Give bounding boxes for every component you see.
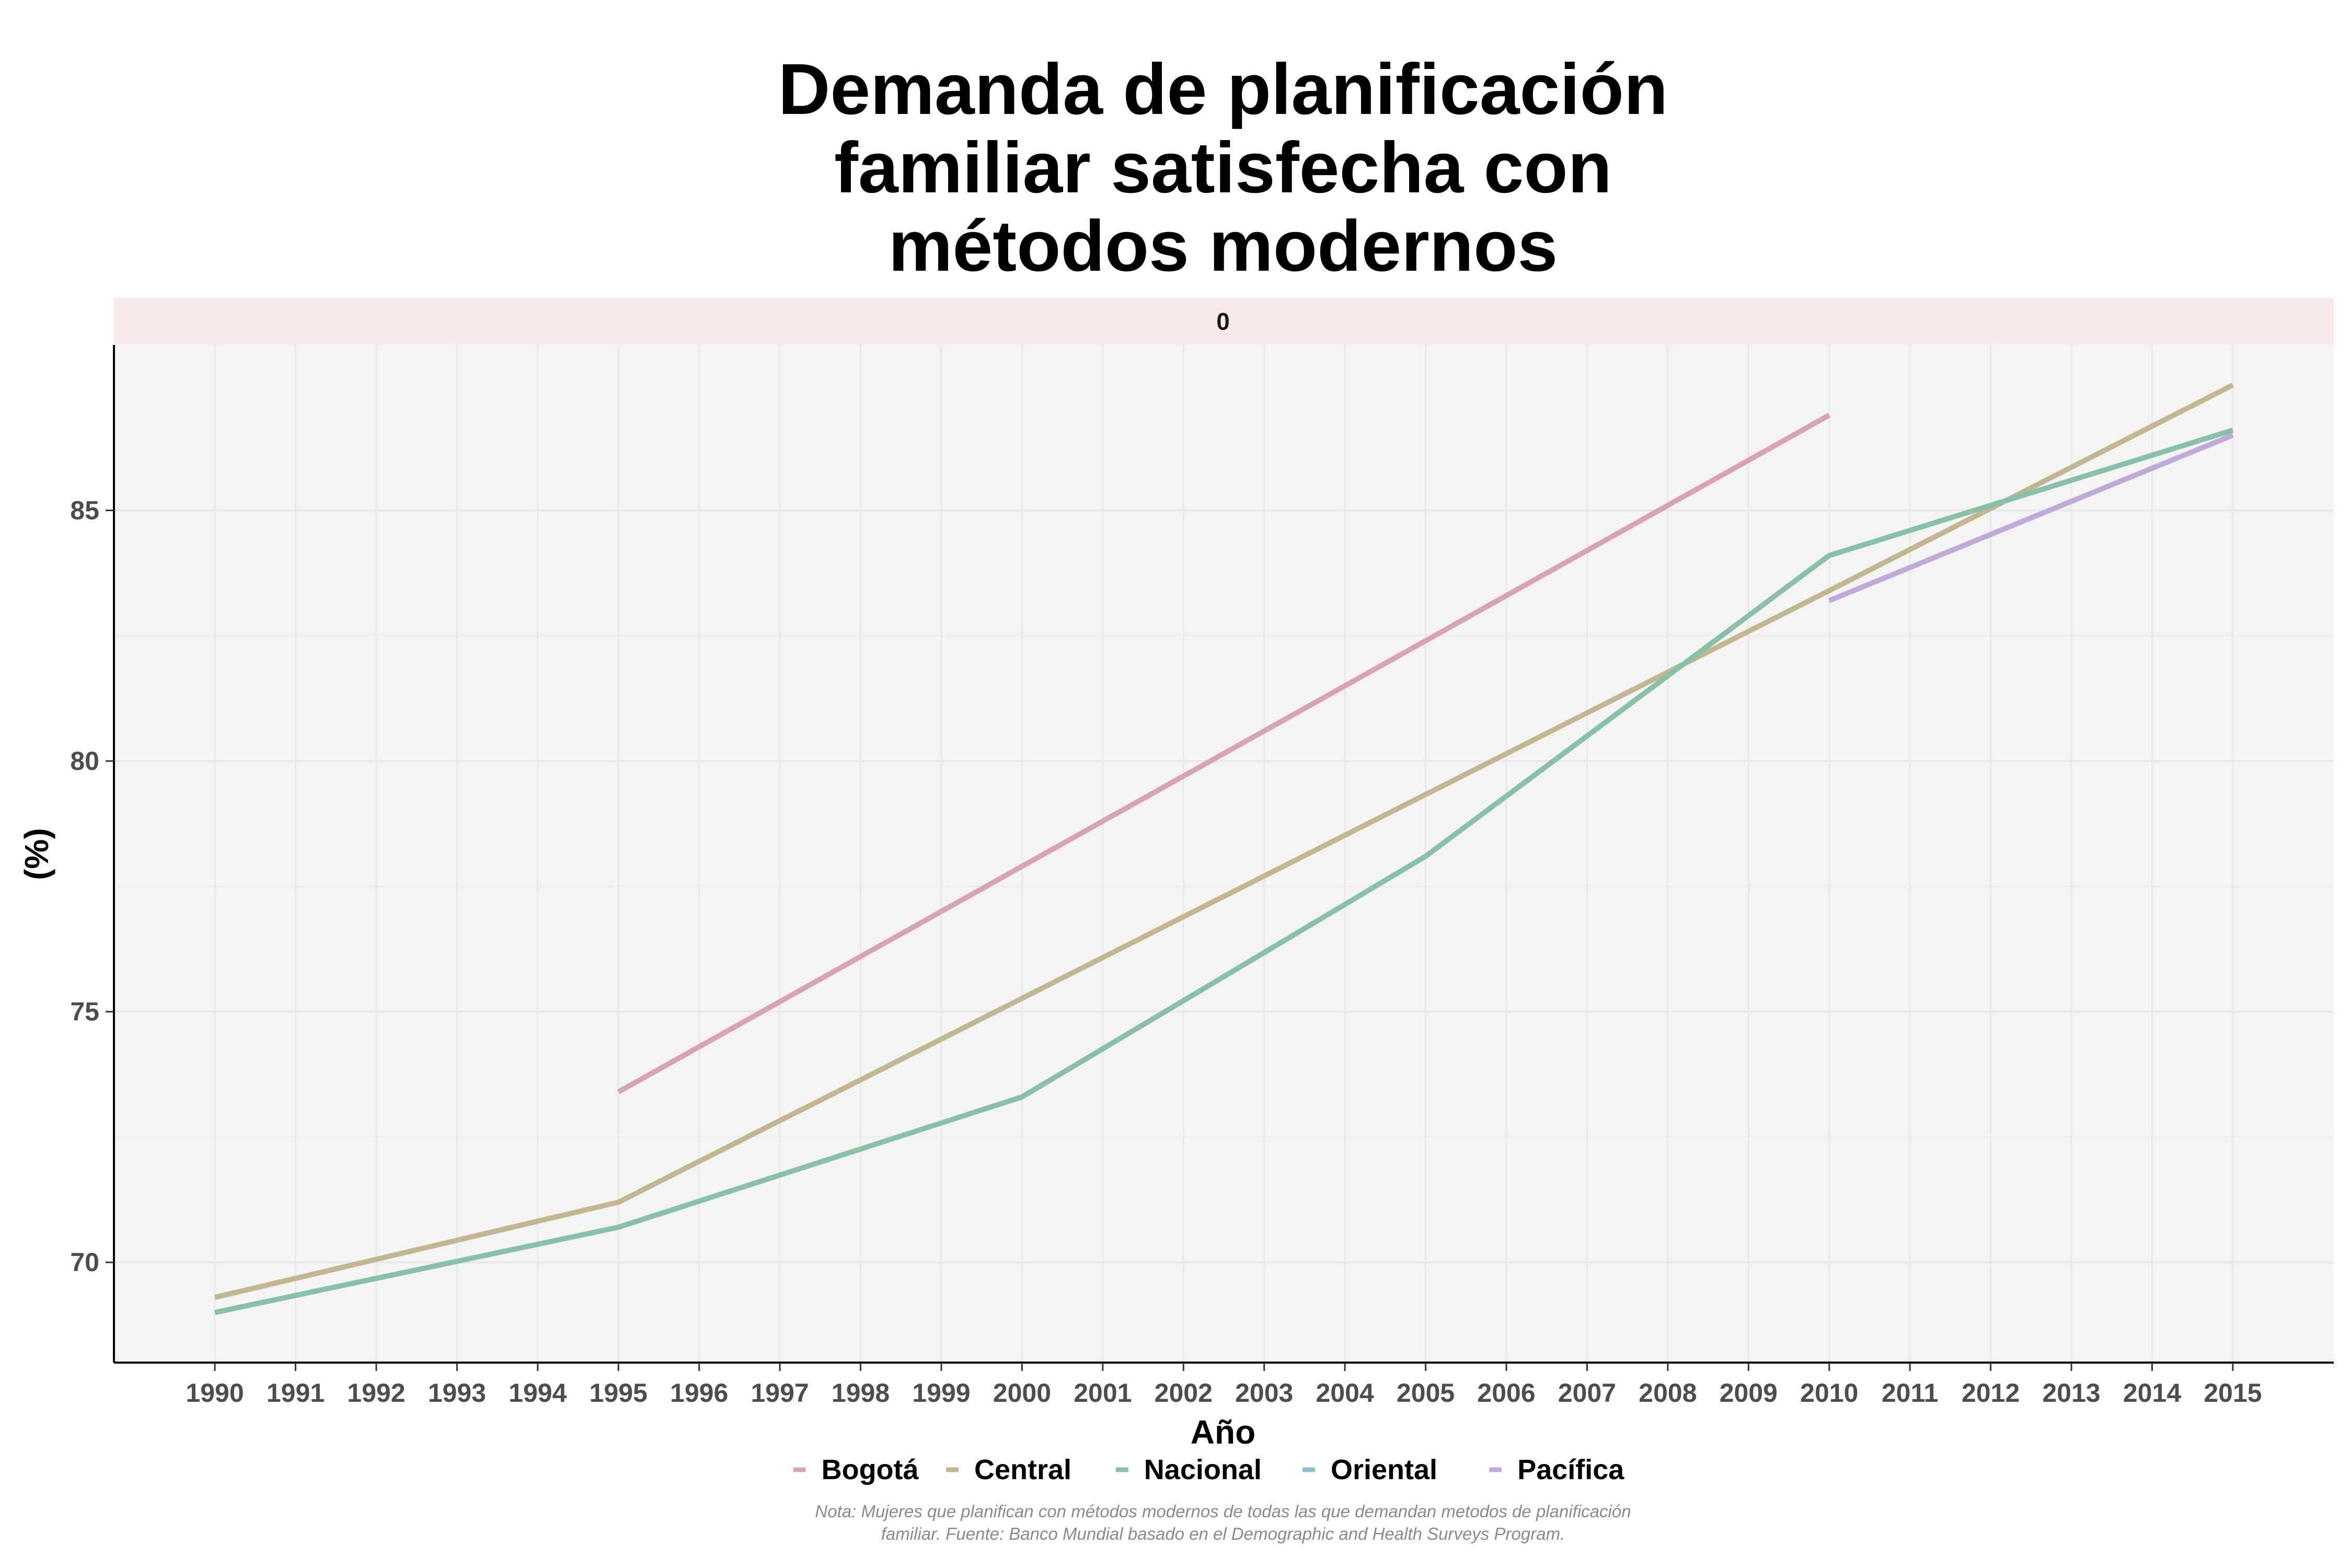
x-tick-label: 1996: [670, 1378, 728, 1408]
facet-strip: [114, 298, 2334, 345]
legend-label: Nacional: [1144, 1454, 1262, 1485]
legend-label: Pacífica: [1517, 1454, 1624, 1485]
x-tick-label: 2001: [1074, 1378, 1132, 1408]
x-tick-label: 2004: [1316, 1378, 1374, 1408]
y-axis-ticks: 70 75 80 85: [70, 496, 114, 1277]
caption-line-1: Nota: Mujeres que planifican con métodos…: [815, 1502, 1631, 1521]
x-tick-label: 2003: [1235, 1378, 1293, 1408]
x-tick-label: 2006: [1477, 1378, 1535, 1408]
legend-item-4: Pacífica: [1489, 1454, 1624, 1485]
x-axis-title: Año: [1191, 1413, 1255, 1451]
chart-title-line-3: métodos modernos: [889, 206, 1558, 286]
x-tick-label: 2009: [1720, 1378, 1778, 1408]
legend: Bogotá Central Nacional Oriental Pacífica: [793, 1454, 1624, 1485]
x-tick-label: 2005: [1397, 1378, 1455, 1408]
legend-item-2: Nacional: [1115, 1454, 1262, 1485]
legend-label: Central: [974, 1454, 1071, 1485]
grid-lines: [114, 345, 2334, 1363]
x-tick-label: 2011: [1882, 1378, 1938, 1408]
chart-title-line-2: familiar satisfecha con: [834, 128, 1612, 208]
caption-line-2: familiar. Fuente: Banco Mundial basado e…: [881, 1524, 1565, 1543]
x-axis-ticks: 1990 1991 1992 1993 1994 1995 1996 1997 1998 1999…: [186, 1363, 2262, 1408]
x-tick-label: 2010: [1800, 1378, 1858, 1408]
x-tick-label: 1991: [267, 1378, 325, 1408]
y-tick-label: 80: [70, 746, 99, 776]
chart-title: Demanda de planificación familiar satisf…: [778, 49, 1668, 286]
y-tick-label: 75: [70, 997, 99, 1027]
series-line-0: [617, 412, 1831, 1094]
x-tick-label: 2014: [2123, 1378, 2181, 1408]
x-tick-label: 1990: [186, 1378, 244, 1408]
x-tick-label: 1993: [428, 1378, 486, 1408]
legend-label: Oriental: [1331, 1454, 1437, 1485]
series-line-4: [1828, 432, 2234, 603]
x-tick-label: 2008: [1639, 1378, 1697, 1408]
x-tick-label: 2013: [2042, 1378, 2100, 1408]
x-tick-label: 2007: [1558, 1378, 1616, 1408]
x-tick-label: 1997: [751, 1378, 809, 1408]
plot-panel: [114, 345, 2334, 1363]
x-tick-label: 1999: [912, 1378, 970, 1408]
series-line-1: [214, 383, 2234, 1300]
series-line-2: [214, 428, 2234, 1315]
x-tick-label: 2002: [1155, 1378, 1213, 1408]
facet-strip-label: 0: [1216, 308, 1230, 335]
y-tick-label: 70: [70, 1248, 99, 1277]
x-tick-label: 2000: [993, 1378, 1051, 1408]
legend-item-1: Central: [946, 1454, 1071, 1485]
x-tick-label: 2012: [1962, 1378, 2020, 1408]
legend-label: Bogotá: [822, 1454, 919, 1485]
x-tick-label: 1992: [347, 1378, 405, 1408]
y-tick-label: 85: [70, 496, 99, 525]
chart-title-line-1: Demanda de planificación: [778, 49, 1668, 130]
x-tick-label: 1995: [590, 1378, 648, 1408]
x-tick-label: 1994: [509, 1378, 567, 1408]
x-tick-label: 1998: [832, 1378, 890, 1408]
legend-item-0: Bogotá: [793, 1454, 919, 1485]
legend-item-3: Oriental: [1302, 1454, 1437, 1485]
x-tick-label: 2015: [2204, 1378, 2262, 1408]
series-lines: [214, 383, 2234, 1315]
y-axis-title: (%): [18, 828, 55, 880]
